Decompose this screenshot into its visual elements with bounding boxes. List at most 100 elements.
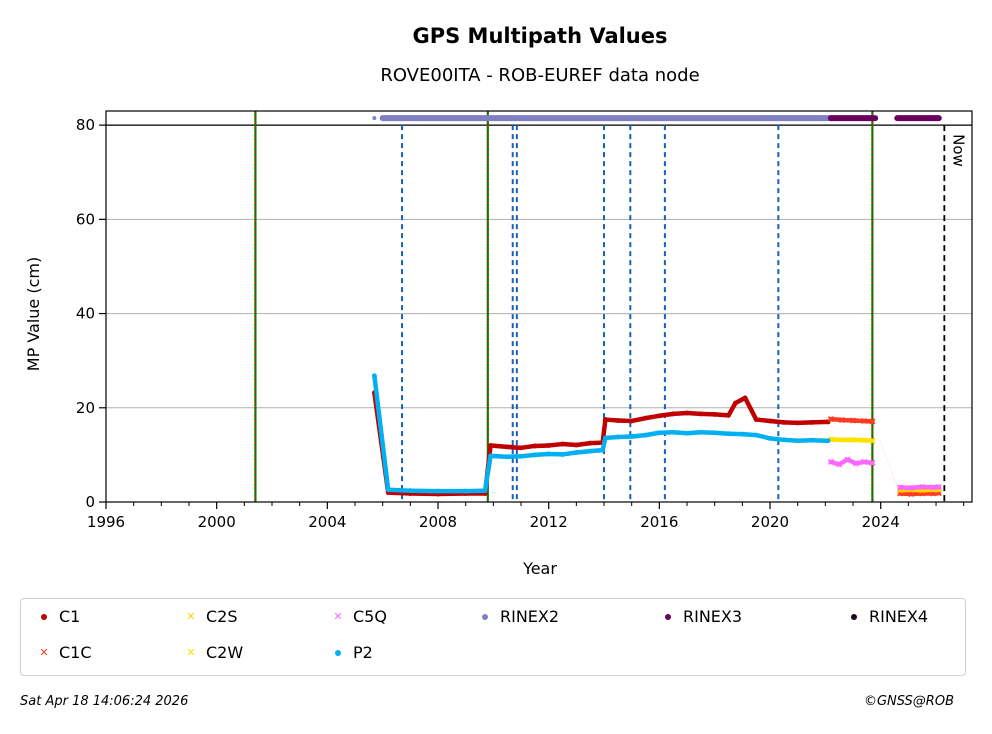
- series-p2-point: [809, 437, 814, 443]
- series-p2-point: [643, 432, 648, 438]
- y-tick-label: 20: [76, 399, 95, 417]
- series-c1-point: [767, 418, 773, 424]
- legend-label: P2: [353, 643, 373, 662]
- series-p2-point: [629, 434, 635, 439]
- series-p2-point: [532, 452, 538, 458]
- series-c1-point: [781, 419, 787, 425]
- timestamp: Sat Apr 18 14:06:24 2026: [20, 694, 189, 709]
- series-c2w-point: [849, 436, 857, 443]
- series-c1c-point: [861, 417, 868, 425]
- series-p2-point: [407, 488, 413, 494]
- series-p2-point: [670, 429, 676, 435]
- chart-subtitle: ROVE00ITA - ROB-EUREF data node: [380, 65, 699, 86]
- series-c1-point: [546, 443, 552, 448]
- series-p2-segment: [385, 487, 413, 493]
- x-tick-label: 2024: [862, 513, 900, 531]
- chart-title: GPS Multipath Values: [412, 24, 667, 48]
- series-p2-point: [482, 488, 488, 494]
- now-label: Now: [949, 134, 967, 167]
- legend-label: RINEX3: [683, 607, 743, 626]
- series-c2w-point: [838, 436, 845, 443]
- series-p2-point: [795, 438, 801, 444]
- series-p2-point: [587, 448, 593, 454]
- series-p2-point: [435, 488, 441, 494]
- x-tick-label: 2008: [419, 513, 457, 531]
- series-p2-point: [463, 488, 469, 494]
- x-marker-icon: ✕: [186, 610, 196, 623]
- series-c1c-point: [827, 416, 834, 423]
- x-tick-label: 2020: [751, 513, 789, 531]
- dot-marker-icon: [847, 610, 861, 624]
- series-c1-point: [809, 419, 814, 425]
- legend-item: ✕ C2W: [184, 643, 243, 662]
- dot-marker-icon: [661, 610, 675, 624]
- series-p2-point: [656, 430, 662, 436]
- legend-label: C2S: [206, 607, 238, 626]
- series-c1c-segment: [872, 421, 901, 494]
- y-axis-label: MP Value (cm): [24, 257, 43, 371]
- x-tick-label: 2016: [640, 513, 678, 531]
- legend-label: C1: [59, 607, 81, 626]
- legend-item: RINEX3: [661, 607, 742, 626]
- legend-label: RINEX2: [500, 607, 560, 626]
- series-p2-point: [385, 487, 391, 493]
- rinex-point: [372, 116, 377, 121]
- series-c5q-point: [852, 460, 859, 467]
- series-c5q-point: [844, 456, 851, 463]
- series-p2-point: [573, 450, 579, 455]
- plot-area: Now 1996 2000 2004 2008 2012 2016 2020 2024 0 20 40…: [76, 110, 973, 531]
- series-p2-point: [560, 452, 565, 457]
- series-p2-point: [615, 434, 621, 440]
- series-p2-point: [753, 432, 759, 438]
- series-c5q-point: [827, 458, 834, 465]
- series-c5q-point: [836, 461, 843, 468]
- series-p2-point: [767, 436, 773, 441]
- series-c5q-point: [930, 484, 937, 491]
- series-c5q-segment: [861, 459, 875, 466]
- series-c5q-point: [861, 458, 868, 465]
- series-p2-point: [504, 454, 510, 460]
- series-c1-point: [684, 410, 690, 416]
- series-p2-point: [546, 451, 552, 457]
- series-p2-point: [603, 435, 608, 441]
- series-c5q-segment: [872, 462, 901, 488]
- series-c1-point: [587, 440, 593, 446]
- dot-marker-icon: [37, 610, 51, 624]
- series-p2-point: [712, 430, 718, 436]
- x-marker-icon: ✕: [39, 646, 49, 659]
- legend-item: ✕ C5Q: [331, 607, 387, 626]
- legend-label: C5Q: [353, 607, 387, 626]
- series-c2w-point: [869, 437, 876, 444]
- series-p2-point: [600, 447, 606, 453]
- series-c1-point: [504, 444, 510, 450]
- dot-marker-icon: [331, 646, 345, 660]
- series-c1c-point: [849, 417, 857, 424]
- legend-item: ✕ C1C: [37, 643, 92, 662]
- series-c5q-point: [935, 483, 942, 490]
- series-p2-point: [698, 429, 704, 435]
- series-c1-point: [712, 411, 718, 417]
- legend-item: C1: [37, 607, 80, 626]
- series-c5q-point: [897, 484, 904, 491]
- series-c1-point: [560, 441, 565, 447]
- series-p2-point: [684, 430, 690, 436]
- y-tick-label: 40: [76, 305, 95, 323]
- series-c1-point: [698, 411, 704, 417]
- series-c1c-point: [838, 417, 845, 424]
- y-tick-label: 60: [76, 210, 95, 228]
- copyright: ©GNSS@ROB: [863, 694, 954, 709]
- series-c5q-point: [919, 483, 926, 490]
- legend-item: RINEX2: [478, 607, 559, 626]
- x-tick-label: 2000: [198, 513, 236, 531]
- series-c1-point: [753, 417, 759, 422]
- x-tick-label: 1996: [87, 513, 125, 531]
- dot-marker-icon: [478, 610, 492, 624]
- x-axis-label: Year: [522, 559, 557, 578]
- x-tick-label: 2012: [530, 513, 568, 531]
- legend-label: C1C: [59, 643, 92, 662]
- series-p2-point: [518, 453, 524, 459]
- series-p2-segment: [488, 453, 510, 460]
- series-c5q-point: [869, 459, 876, 466]
- legend: C1 ✕ C2S ✕ C5Q RINEX2 RINEX3 RINEX4 ✕ C1C ✕ C2W P2: [20, 598, 966, 676]
- series-c1-point: [656, 413, 662, 419]
